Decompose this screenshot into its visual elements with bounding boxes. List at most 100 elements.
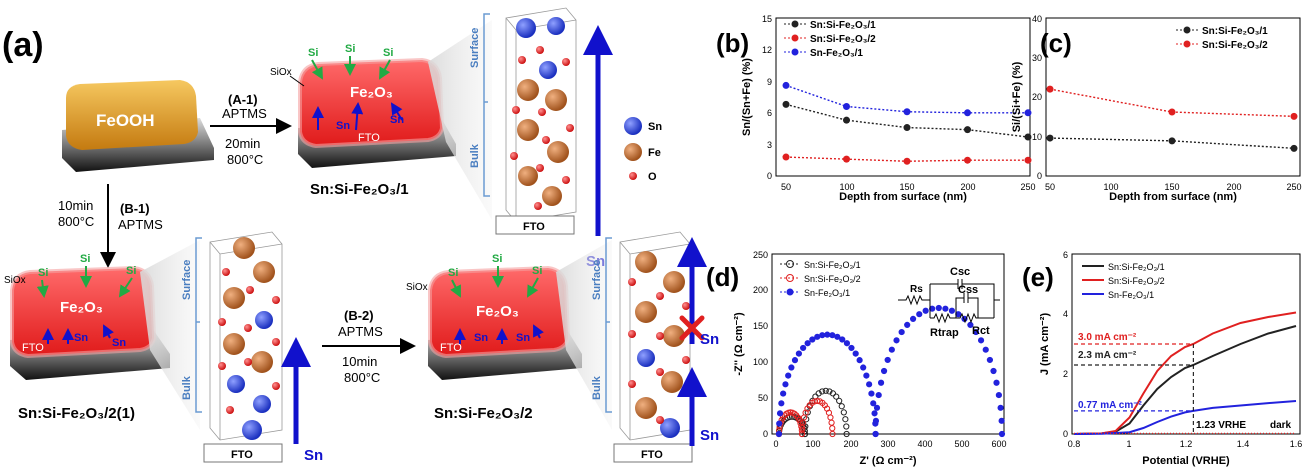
bulk-label-1: Bulk xyxy=(469,143,481,168)
marks-c xyxy=(1046,85,1298,152)
data-point xyxy=(888,346,895,353)
data-point xyxy=(872,417,880,424)
data-point xyxy=(798,430,806,438)
legend-marker-c xyxy=(1183,26,1191,34)
y-tick-label-d: 50 xyxy=(758,393,768,403)
x-tick-label-b: 250 xyxy=(1020,182,1035,192)
legend-o-text: O xyxy=(648,171,657,183)
circuit-csc: Csc xyxy=(950,266,970,278)
data-point xyxy=(942,305,949,312)
data-point xyxy=(843,155,850,163)
crystal-1: Surface Bulk FTO Sn xyxy=(469,7,613,270)
sample-2-block: Fe₂O₃ FTO SiOx Si Si Si Sn Sn Sn:Si-Fe₂O… xyxy=(406,253,582,422)
sn-arrow-21c xyxy=(103,324,114,339)
x-tick-label-e: 1.4 xyxy=(1237,439,1250,449)
legend-text-b: Sn:Si-Fe₂O₃/1 xyxy=(810,20,876,31)
si-label-21b: Si xyxy=(80,253,90,265)
o-atom xyxy=(656,332,664,340)
sn-atom xyxy=(227,375,245,393)
data-point xyxy=(791,357,799,364)
fto-label-3: FTO xyxy=(22,342,44,354)
annotation-black: 2.3 mA cm⁻² xyxy=(1078,350,1137,361)
data-point xyxy=(964,126,971,134)
data-point xyxy=(791,410,798,417)
x-tick-label-d: 200 xyxy=(843,439,858,449)
marks-d xyxy=(775,304,1006,438)
feooh-block: FeOOH FTO xyxy=(62,80,214,180)
data-point xyxy=(904,321,911,328)
x-tick-label-e: 0.8 xyxy=(1068,439,1081,449)
x-tick-label-d: 500 xyxy=(954,439,969,449)
data-point xyxy=(848,344,855,352)
si-arrow-1a xyxy=(311,59,323,80)
step-a1-reagent: APTMS xyxy=(222,106,267,121)
sn-arrow-1c xyxy=(390,102,403,121)
o-atom xyxy=(656,416,664,424)
o-atom xyxy=(628,330,636,338)
legend-text-c: Sn:Si-Fe₂O₃/1 xyxy=(1202,26,1268,37)
x-tick-label-b: 150 xyxy=(899,182,914,192)
sn-atom xyxy=(547,17,565,35)
data-point xyxy=(982,346,989,353)
x-tick-label-b: 200 xyxy=(960,182,975,192)
sn-gradient-label-3b: Sn xyxy=(700,427,719,444)
data-point xyxy=(819,388,826,395)
y-tick-label-d: 200 xyxy=(753,285,768,295)
data-point xyxy=(1046,134,1054,142)
data-point xyxy=(1168,108,1176,116)
data-point xyxy=(829,332,836,339)
legend-marker-d xyxy=(786,260,794,268)
data-point xyxy=(860,364,867,371)
fe-atom xyxy=(545,89,567,111)
marks-e xyxy=(1073,311,1297,435)
y-tick-label-b: 9 xyxy=(767,77,772,87)
data-point xyxy=(780,390,787,397)
legend-sn-atom xyxy=(624,117,642,135)
y-tick-label-b: 3 xyxy=(767,140,772,150)
fe-atom xyxy=(517,119,539,141)
x-tick-label-b: 100 xyxy=(839,182,854,192)
si-label-2c: Si xyxy=(532,265,542,277)
x-tick-label-e: 1.6 xyxy=(1290,439,1303,449)
zoom-shade-1 xyxy=(428,20,492,220)
data-point xyxy=(833,393,840,400)
legend-fe-atom xyxy=(624,143,642,161)
data-point xyxy=(1290,144,1298,152)
legend-fe-text: Fe xyxy=(648,147,661,159)
feooh-body xyxy=(66,80,198,150)
x-tick-label-c: 200 xyxy=(1226,182,1241,192)
data-point xyxy=(843,423,850,430)
zoom-shade-2 xyxy=(140,240,200,430)
data-point xyxy=(827,414,834,421)
data-point xyxy=(776,420,783,427)
si-arrow-21a xyxy=(36,279,49,298)
sn-atom xyxy=(242,420,262,440)
o-atom xyxy=(510,152,518,160)
siox-label-21: SiOx xyxy=(4,275,26,286)
step-a1-temp: 800°C xyxy=(227,152,263,167)
fto-box-label-1: FTO xyxy=(523,221,545,233)
panel-d: (d) -Z'' (Ω cm⁻²) Z' (Ω cm⁻²) 0 100 200 … xyxy=(706,250,1007,467)
data-point xyxy=(1168,137,1176,145)
data-point xyxy=(856,357,863,364)
si-label-1b: Si xyxy=(345,43,355,55)
legend-text-d: Sn:Si-Fe₂O₃/1 xyxy=(804,260,861,270)
atom-legend: Sn Fe O xyxy=(624,117,662,183)
sn-gradient-label-3a: Sn xyxy=(700,331,719,348)
fe-atom xyxy=(542,186,562,206)
data-point xyxy=(868,390,875,397)
x-tick-label-e: 1 xyxy=(1126,439,1131,449)
si-arrow-21c xyxy=(118,277,133,298)
data-point xyxy=(782,153,790,161)
data-point xyxy=(997,404,1004,411)
data-point xyxy=(801,430,809,438)
data-point xyxy=(800,344,807,352)
sn-atom xyxy=(539,61,557,79)
data-point xyxy=(824,331,831,338)
data-point xyxy=(863,372,870,379)
x-tick-label-d: 0 xyxy=(773,439,778,449)
step-a1-time: 20min xyxy=(225,136,260,151)
x-axis-title-b: Depth from surface (nm) xyxy=(839,191,967,203)
x-ticks-e: 0.8 1 1.2 1.4 1.6 xyxy=(1068,439,1303,449)
